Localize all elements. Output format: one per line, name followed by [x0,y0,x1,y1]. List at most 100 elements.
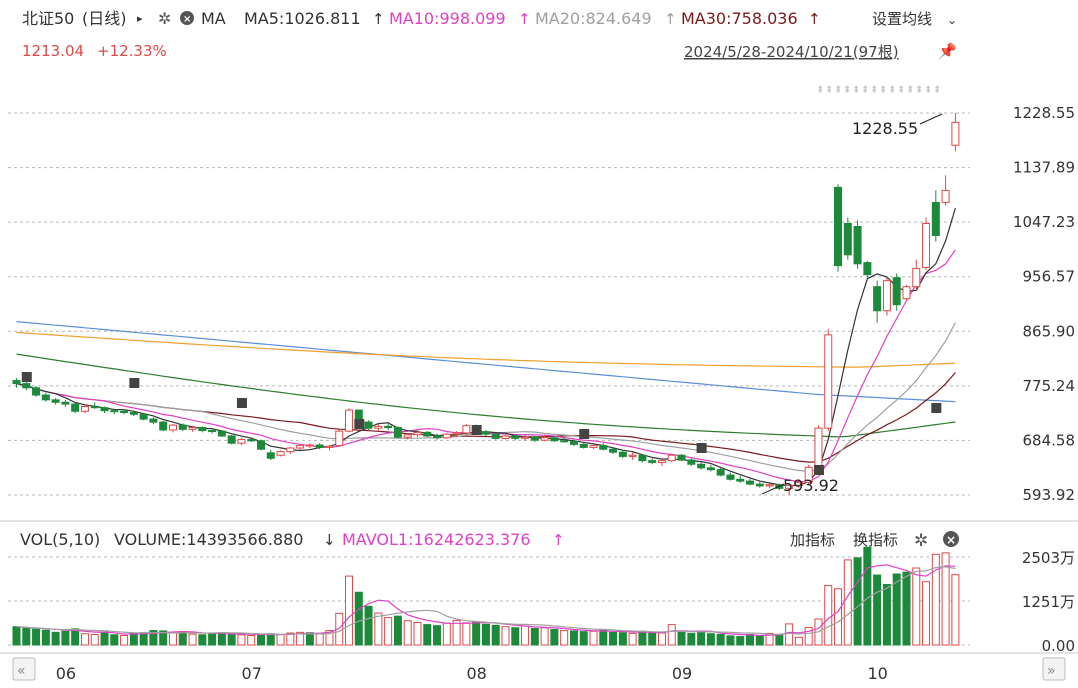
candle-up [80,405,89,412]
volume-bar-up [80,633,89,646]
volume-bar-up [785,623,794,646]
volume-bar-down [266,633,275,646]
max-label: 1228.55 [852,119,918,138]
y-tick-label: 1137.89 [1013,159,1075,177]
ma30-arrow: ↑ [808,10,821,28]
candle-down [129,411,138,415]
candle-up [521,436,530,439]
candle-down [687,459,696,465]
volume-bar-up [462,622,471,646]
volume-bar-down [41,629,50,646]
volume-bar-up [834,588,843,646]
close-icon[interactable] [180,11,194,25]
volume-bar-down [726,635,735,646]
volume-bar-up [403,620,412,646]
volume-bar-down [159,630,168,646]
candle-down [51,399,60,403]
volume-bar-up [804,626,813,646]
event-marker-icon: ⇞ [834,85,842,96]
ma20-arrow: ↑ [664,10,677,28]
volume-bar-up [452,619,461,646]
news-marker [236,398,247,408]
close-icon-glyph: × [946,533,956,547]
candle-up [794,481,803,486]
volume-bar-up [120,635,129,646]
volume-bar-up [442,622,451,646]
gear-icon[interactable]: ✲ [158,9,171,28]
volume-bar-down [364,605,373,646]
pin-icon[interactable]: 📌 [938,41,957,60]
candle-up [325,445,334,448]
candle-up [902,286,911,300]
play-icon[interactable]: ▸ [137,12,143,25]
candle-up [941,189,950,203]
candle-down [22,383,31,389]
volume-tick-label: 2503万 [1022,549,1075,567]
candle-down [71,403,80,412]
candle-down [530,436,539,441]
volume-bar-up [941,552,950,646]
volume-axis: 2503万 1251万 0.00 [1022,549,1075,655]
candle-up [276,451,285,456]
volume-bar-down [618,632,627,646]
volume-bar-up [824,585,833,646]
candle-down [120,410,129,413]
volume-bar-down [110,634,119,646]
candle-up [462,425,471,434]
volume-bar-up [384,617,393,646]
volume-bar-up [413,621,422,646]
y-tick-label: 1228.55 [1013,104,1075,122]
candle-down [599,445,608,450]
volume-bar-up [765,632,774,646]
volume-bar-down [198,634,207,646]
ma5-value: MA5:1026.811 [244,9,361,28]
switch-indicator-button[interactable]: 换指标 [853,531,898,549]
candle-up [168,424,177,431]
candle-down [149,418,158,423]
event-markers: ⇞ ⇞ ⇞ ⇞ ⇞ ⇞ ⇞ ⇞ ⇞ ⇞ ⇞ ⇞ ⇞ ⇞ [21,85,941,475]
volume-bar-down [569,630,578,646]
volume-bar-up [247,635,256,646]
candle-down [560,440,569,443]
event-marker-icon: ⇞ [852,85,860,96]
volume-bar-up [794,636,803,646]
gear-icon[interactable]: ✲ [914,531,928,551]
y-tick-label: 1047.23 [1013,213,1075,231]
candle-down [706,467,715,471]
add-indicator-button[interactable]: 加指标 [790,531,835,549]
change-pct: +12.33% [97,42,167,60]
scroll-right-button[interactable] [1042,657,1066,681]
close-icon-glyph: × [183,14,191,25]
x-tick-label: 08 [466,664,486,683]
candle-down [208,430,217,433]
candle-down [217,430,226,437]
close-icon[interactable] [943,531,959,547]
candle-down [100,407,109,412]
candle-up [657,460,666,463]
news-marker [21,372,32,382]
candle-up [922,222,931,268]
scroll-left-button[interactable] [12,657,36,681]
candle-down [433,435,442,439]
volume-bar-down [873,574,882,646]
volume-bar-up [237,634,246,646]
news-marker [129,378,140,388]
volume-bar-down [853,557,862,646]
volume-bar-up [560,630,569,646]
chevron-down-icon[interactable]: ⌄ [947,13,957,27]
candle-up [305,444,314,447]
index-name: 北证50 [22,9,74,28]
settings-ma-button[interactable]: 设置均线 [872,10,932,28]
volume-bar-down [530,627,539,646]
volume-bar-down [746,633,754,646]
y-tick-label: 593.92 [1023,486,1076,504]
candle-down [648,460,657,463]
volume-ma10-line [16,566,956,636]
date-range[interactable]: 2024/5/28-2024/10/21(97根) [684,43,899,61]
candle-down [697,463,706,469]
candle-down [853,225,862,265]
candle-up [667,454,676,462]
candle-down [609,448,618,453]
volume-bar-up [296,631,305,646]
candle-down [110,410,119,413]
